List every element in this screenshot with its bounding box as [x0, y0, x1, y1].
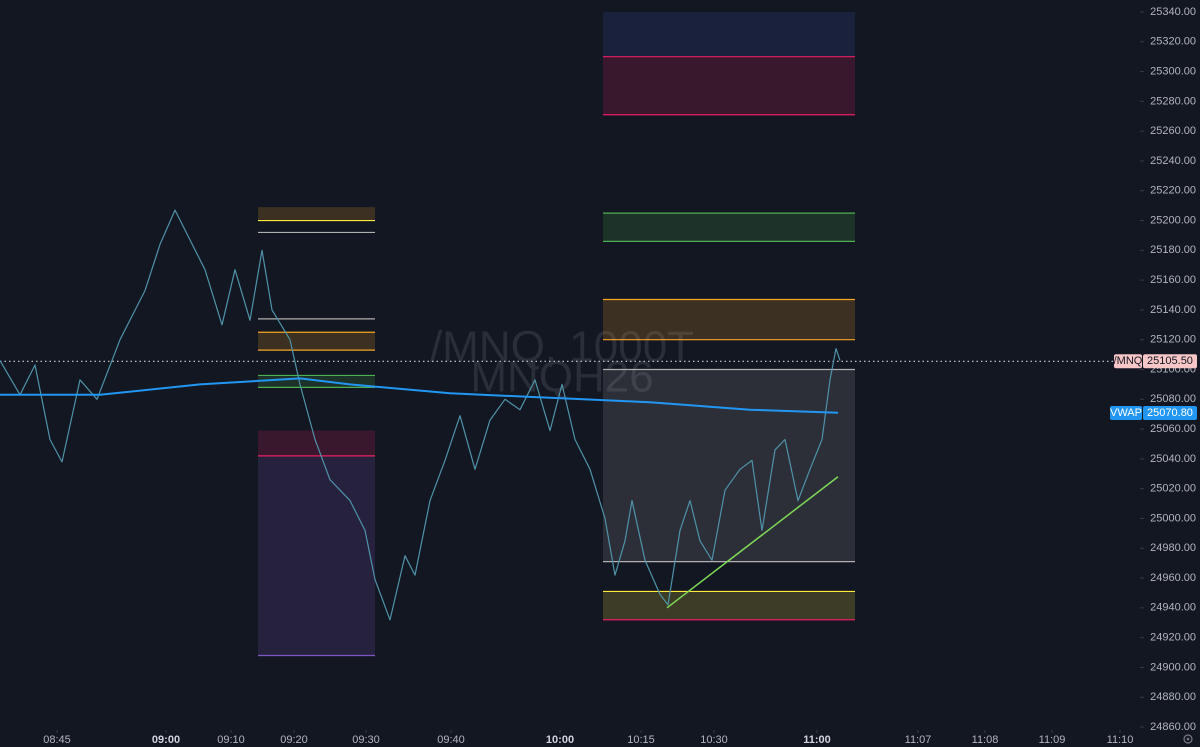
x-tick-label: 09:20: [280, 734, 308, 746]
tag-value-bg: [1143, 354, 1197, 369]
zone: [603, 591, 855, 620]
tag-value-bg: [1143, 405, 1197, 420]
series-line: [0, 377, 839, 414]
zone: [603, 56, 855, 115]
y-tick-label: 24900.00: [1150, 661, 1196, 673]
x-tick-label: 10:15: [627, 734, 655, 746]
zone: [258, 332, 375, 351]
y-tick-label: 25340.00: [1150, 6, 1196, 18]
zone: [258, 207, 375, 221]
x-tick-label: 08:45: [43, 734, 71, 746]
trendline: [666, 476, 839, 609]
tag-name-bg: [1114, 354, 1142, 369]
zone: [603, 369, 855, 562]
y-tick-label: 25220.00: [1150, 185, 1196, 197]
y-tick-label: 24980.00: [1150, 542, 1196, 554]
x-tick-label: 11:00: [803, 734, 831, 746]
zone: [258, 455, 375, 656]
tag-value: 25070.80: [1147, 407, 1193, 419]
x-tick-label: 10:00: [546, 734, 574, 746]
y-tick-label: 24960.00: [1150, 572, 1196, 584]
y-tick-label: 25180.00: [1150, 244, 1196, 256]
y-tick-label: 25160.00: [1150, 274, 1196, 286]
x-tick-label: 11:07: [905, 734, 932, 746]
y-tick-label: 25120.00: [1150, 334, 1196, 346]
tag-name: /MNQ: [1114, 355, 1143, 367]
y-tick-label: 24940.00: [1150, 602, 1196, 614]
tag-name: VWAP: [1110, 407, 1142, 419]
x-tick-label: 11:09: [1039, 734, 1066, 746]
y-tick-label: 25020.00: [1150, 483, 1196, 495]
zone: [603, 12, 855, 57]
x-tick-label: 09:10: [217, 734, 245, 746]
y-tick-label: 25000.00: [1150, 512, 1196, 524]
settings-icon[interactable]: [1183, 734, 1193, 744]
x-tick-label: 09:00: [152, 734, 180, 746]
y-tick-label: 25080.00: [1150, 393, 1196, 405]
x-tick-label: 11:08: [972, 734, 999, 746]
y-tick-label: 25320.00: [1150, 36, 1196, 48]
watermark: /MNQ, 1000T: [430, 323, 694, 372]
y-tick-label: 25140.00: [1150, 304, 1196, 316]
x-tick-label: 09:40: [437, 734, 465, 746]
y-tick-label: 24860.00: [1150, 721, 1196, 733]
x-tick-label: 11:10: [1107, 734, 1134, 746]
tag-name-bg: [1110, 405, 1142, 420]
x-tick-label: 10:30: [700, 734, 728, 746]
y-tick-label: 24920.00: [1150, 632, 1196, 644]
y-tick-label: 25300.00: [1150, 65, 1196, 77]
y-tick-label: 25240.00: [1150, 155, 1196, 167]
zone: [258, 375, 375, 388]
price-tag: /MNQ 25105.50: [1114, 354, 1197, 369]
y-tick-label: 25280.00: [1150, 95, 1196, 107]
y-tick-label: 25040.00: [1150, 453, 1196, 465]
x-tick-label: 09:30: [352, 734, 380, 746]
y-tick-label: 24880.00: [1150, 691, 1196, 703]
y-tick-label: 25260.00: [1150, 125, 1196, 137]
y-tick-label: 25060.00: [1150, 423, 1196, 435]
tag-value: 25105.50: [1147, 355, 1193, 367]
price-tag: VWAP 25070.80: [1110, 405, 1197, 420]
zone: [603, 299, 855, 340]
zone: [603, 213, 855, 242]
y-tick-label: 25200.00: [1150, 214, 1196, 226]
series-line: [0, 209, 841, 621]
